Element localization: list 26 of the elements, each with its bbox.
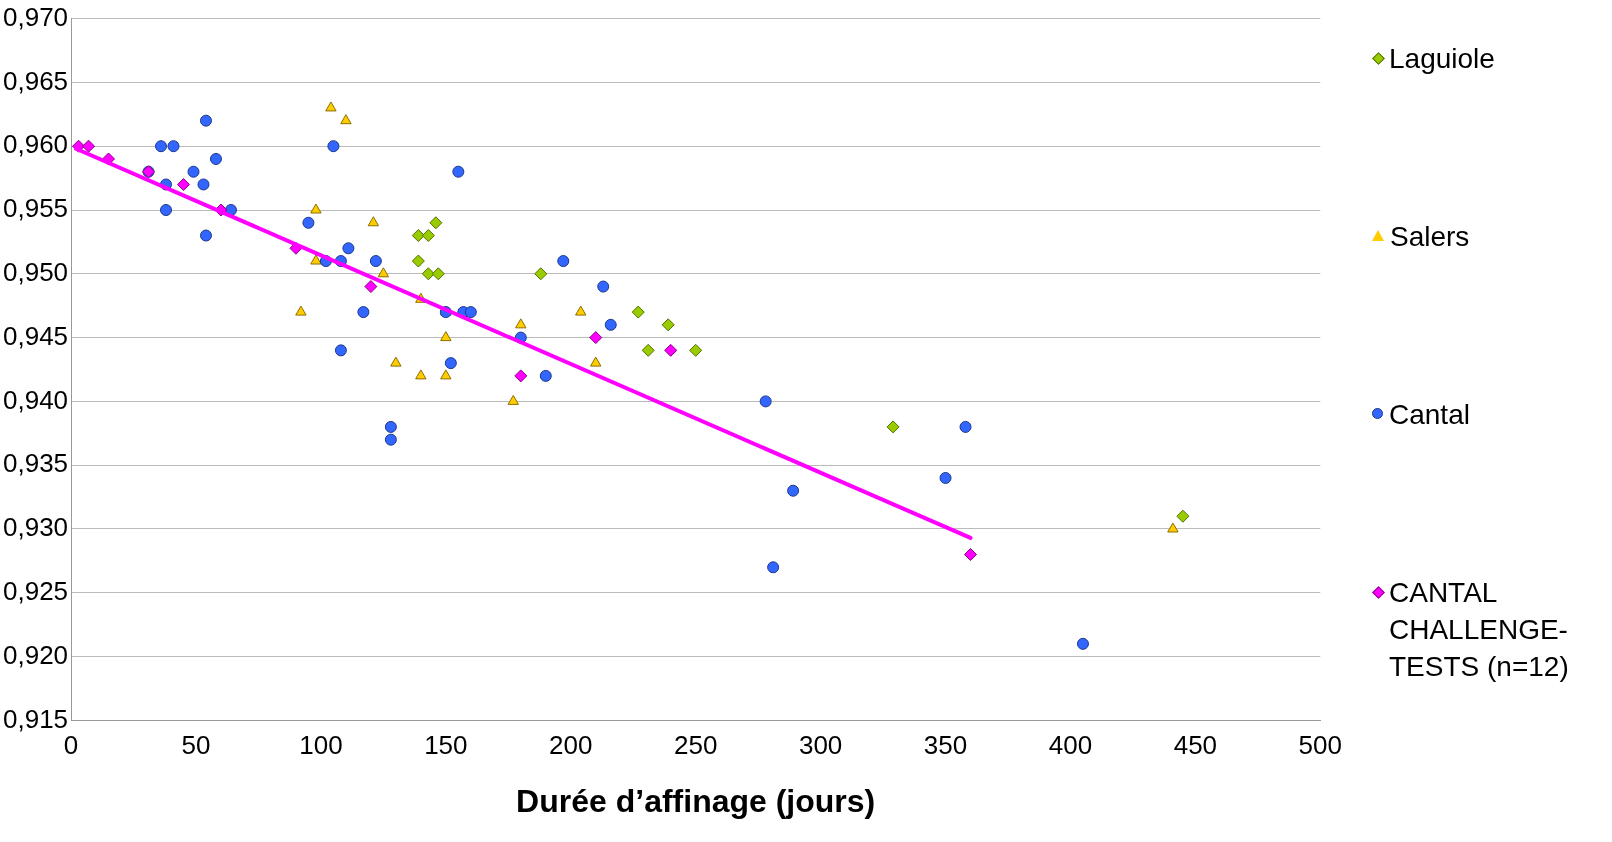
legend-label: Cantal — [1389, 398, 1470, 432]
y-tick-label: 0,970 — [2, 1, 69, 32]
x-tick-label: 100 — [299, 730, 343, 761]
y-tick-label: 0,925 — [2, 575, 69, 606]
x-tick-label: 150 — [424, 730, 468, 761]
x-tick-label: 300 — [798, 730, 843, 761]
y-tick-label: 0,940 — [2, 384, 69, 415]
x-tick-label: 500 — [1298, 730, 1343, 761]
legend-label: Salers — [1390, 220, 1470, 254]
x-axis-title: Durée d’affinage (jours) — [516, 782, 876, 819]
y-tick-label: 0,960 — [2, 129, 69, 160]
y-tick-label: 0,930 — [2, 512, 69, 543]
y-tick-label: 0,955 — [2, 193, 69, 224]
legend-label: CANTAL CHALLENGE-TESTS (n=12) — [1389, 576, 1570, 684]
y-tick-label: 0,945 — [2, 320, 69, 351]
x-tick-label: 200 — [549, 730, 593, 761]
x-tick-label: 50 — [181, 730, 211, 761]
y-tick-label: 0,950 — [2, 256, 69, 287]
y-tick-label: 0,965 — [2, 65, 69, 96]
x-tick-label: 400 — [1048, 730, 1093, 761]
x-tick-label: 350 — [923, 730, 968, 761]
y-tick-label: 0,935 — [2, 448, 69, 479]
legend-label: Laguiole — [1389, 42, 1495, 76]
y-tick-label: 0,920 — [2, 639, 69, 670]
x-tick-label: 250 — [673, 730, 718, 761]
x-tick-label: 450 — [1173, 730, 1218, 761]
